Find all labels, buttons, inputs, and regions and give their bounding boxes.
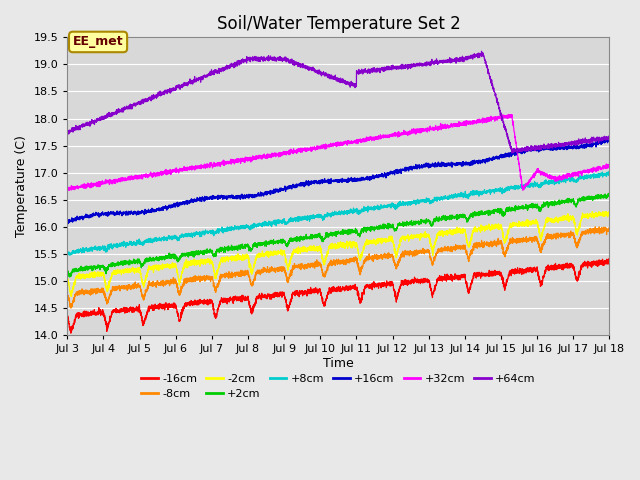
+16cm [180, 200, 188, 206]
Line: -8cm: -8cm [67, 227, 609, 308]
X-axis label: Time: Time [323, 357, 354, 370]
+32cm [605, 162, 613, 168]
Legend: -16cm, -8cm, -2cm, +2cm, +8cm, +16cm, +32cm, +64cm: -16cm, -8cm, -2cm, +2cm, +8cm, +16cm, +3… [137, 370, 540, 404]
+8cm [605, 171, 613, 177]
+64cm [477, 48, 485, 54]
+8cm [554, 176, 562, 182]
+2cm [63, 268, 71, 274]
+64cm [215, 69, 223, 74]
+16cm [392, 170, 399, 176]
Title: Soil/Water Temperature Set 2: Soil/Water Temperature Set 2 [216, 15, 460, 33]
-8cm [554, 230, 562, 236]
+32cm [401, 131, 408, 137]
-8cm [63, 291, 71, 297]
+32cm [519, 187, 527, 193]
+32cm [505, 112, 513, 118]
+2cm [605, 192, 613, 197]
+32cm [391, 132, 399, 137]
-2cm [68, 293, 76, 299]
-2cm [215, 265, 223, 271]
Text: EE_met: EE_met [73, 36, 124, 48]
+8cm [215, 229, 223, 235]
-8cm [605, 227, 613, 232]
-16cm [605, 256, 612, 262]
+8cm [180, 232, 188, 238]
+64cm [391, 65, 399, 71]
+64cm [63, 129, 71, 135]
-16cm [392, 292, 399, 298]
-8cm [215, 277, 223, 283]
+32cm [554, 175, 562, 180]
+2cm [215, 248, 223, 253]
+16cm [554, 146, 562, 152]
+32cm [605, 163, 613, 169]
+2cm [554, 200, 562, 205]
Line: +8cm: +8cm [67, 172, 609, 255]
+32cm [180, 166, 188, 172]
+8cm [63, 249, 71, 255]
+2cm [392, 228, 399, 233]
-8cm [401, 252, 408, 257]
-2cm [605, 211, 613, 216]
-16cm [401, 279, 408, 285]
Line: +32cm: +32cm [67, 115, 609, 190]
+8cm [604, 169, 612, 175]
+16cm [215, 194, 223, 200]
-2cm [392, 251, 399, 256]
-2cm [401, 237, 408, 242]
+2cm [605, 192, 613, 198]
-16cm [605, 259, 613, 264]
+16cm [63, 218, 71, 224]
+8cm [392, 206, 399, 212]
Line: +64cm: +64cm [67, 51, 609, 153]
+16cm [64, 221, 72, 227]
+16cm [401, 168, 408, 174]
Line: +2cm: +2cm [67, 193, 609, 277]
-2cm [554, 220, 562, 226]
+64cm [514, 150, 522, 156]
+2cm [605, 191, 612, 196]
-16cm [215, 303, 223, 309]
+8cm [605, 170, 613, 176]
-8cm [591, 224, 599, 230]
-2cm [588, 209, 596, 215]
Line: -2cm: -2cm [67, 212, 609, 296]
+16cm [605, 137, 613, 143]
+32cm [215, 161, 223, 167]
-8cm [180, 281, 188, 287]
+8cm [66, 252, 74, 258]
+64cm [605, 137, 613, 143]
-16cm [605, 259, 613, 265]
+8cm [401, 201, 408, 207]
+2cm [66, 274, 74, 280]
-16cm [180, 304, 188, 310]
Line: -16cm: -16cm [67, 259, 609, 333]
-16cm [554, 263, 562, 268]
+64cm [605, 134, 613, 140]
-2cm [63, 275, 71, 281]
-2cm [180, 264, 188, 269]
+64cm [554, 143, 562, 148]
-8cm [605, 227, 613, 233]
+64cm [180, 81, 188, 87]
-8cm [67, 305, 75, 311]
+16cm [604, 134, 612, 140]
+2cm [401, 221, 408, 227]
-8cm [392, 262, 399, 267]
+16cm [605, 137, 613, 143]
+64cm [401, 63, 408, 69]
+2cm [180, 252, 188, 258]
-16cm [67, 330, 75, 336]
+32cm [63, 186, 71, 192]
-2cm [605, 213, 613, 218]
-16cm [63, 312, 71, 318]
Y-axis label: Temperature (C): Temperature (C) [15, 135, 28, 237]
Line: +16cm: +16cm [67, 137, 609, 224]
